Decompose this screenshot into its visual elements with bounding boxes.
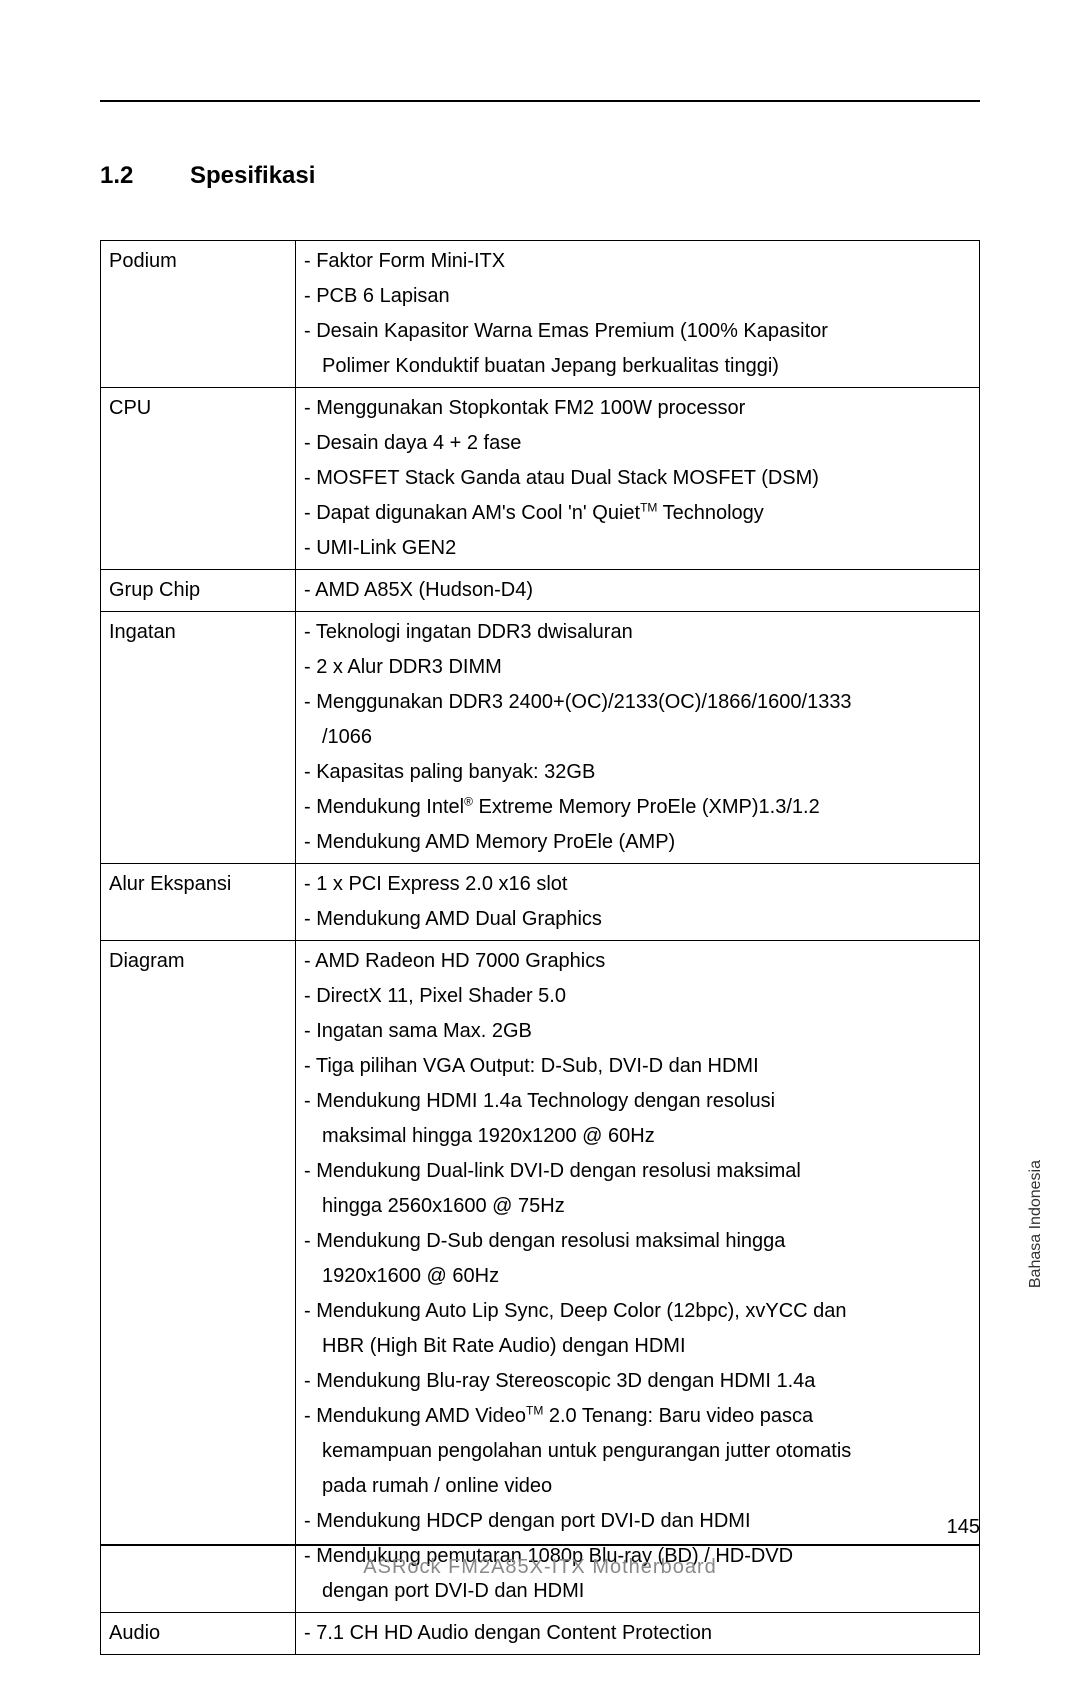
spec-line: - Dapat digunakan AM's Cool 'n' QuietTM … — [304, 496, 971, 531]
section-number: 1.2 — [100, 162, 190, 190]
spec-label: Alur Ekspansi — [101, 864, 296, 941]
spec-value: - Menggunakan Stopkontak FM2 100W proces… — [296, 388, 980, 570]
spec-line: - Ingatan sama Max. 2GB — [304, 1014, 971, 1049]
spec-line: - Mendukung AMD Dual Graphics — [304, 902, 971, 937]
spec-line: 1920x1600 @ 60Hz — [304, 1259, 971, 1294]
spec-line: - Mendukung Blu-ray Stereoscopic 3D deng… — [304, 1364, 971, 1399]
spec-line: - Tiga pilihan VGA Output: D-Sub, DVI-D … — [304, 1049, 971, 1084]
spec-line: - Menggunakan DDR3 2400+(OC)/2133(OC)/18… — [304, 685, 971, 720]
footer-product: ASRock FM2A85X-ITX Motherboard — [363, 1556, 716, 1579]
spec-line: - Mendukung D-Sub dengan resolusi maksim… — [304, 1224, 971, 1259]
spec-label: Grup Chip — [101, 570, 296, 612]
spec-line: - Mendukung Dual-link DVI-D dengan resol… — [304, 1154, 971, 1189]
spec-value: - Faktor Form Mini-ITX- PCB 6 Lapisan- D… — [296, 241, 980, 388]
spec-line: - Mendukung AMD Memory ProEle (AMP) — [304, 825, 971, 860]
spec-line: - AMD Radeon HD 7000 Graphics — [304, 944, 971, 979]
spec-line: - 1 x PCI Express 2.0 x16 slot — [304, 867, 971, 902]
spec-line: dengan port DVI-D dan HDMI — [304, 1574, 971, 1609]
spec-line: - Mendukung HDMI 1.4a Technology dengan … — [304, 1084, 971, 1119]
table-row: Grup Chip- AMD A85X (Hudson-D4) — [101, 570, 980, 612]
spec-value: - AMD A85X (Hudson-D4) — [296, 570, 980, 612]
page-number: 145 — [947, 1516, 980, 1539]
spec-line: kemampuan pengolahan untuk pengurangan j… — [304, 1434, 971, 1469]
spec-line: - DirectX 11, Pixel Shader 5.0 — [304, 979, 971, 1014]
spec-value: - Teknologi ingatan DDR3 dwisaluran- 2 x… — [296, 612, 980, 864]
spec-line: - AMD A85X (Hudson-D4) — [304, 573, 971, 608]
footer-rule — [100, 1544, 980, 1546]
table-row: Alur Ekspansi- 1 x PCI Express 2.0 x16 s… — [101, 864, 980, 941]
spec-line: - MOSFET Stack Ganda atau Dual Stack MOS… — [304, 461, 971, 496]
table-row: Diagram- AMD Radeon HD 7000 Graphics- Di… — [101, 941, 980, 1613]
spec-label: Ingatan — [101, 612, 296, 864]
spec-value: - AMD Radeon HD 7000 Graphics- DirectX 1… — [296, 941, 980, 1613]
spec-line: HBR (High Bit Rate Audio) dengan HDMI — [304, 1329, 971, 1364]
footer: ASRock FM2A85X-ITX Motherboard — [100, 1544, 980, 1579]
language-label: Bahasa Indonesia — [1027, 1160, 1045, 1288]
spec-line: - UMI-Link GEN2 — [304, 531, 971, 566]
spec-line: - 2 x Alur DDR3 DIMM — [304, 650, 971, 685]
table-row: Ingatan- Teknologi ingatan DDR3 dwisalur… — [101, 612, 980, 864]
spec-line: - Kapasitas paling banyak: 32GB — [304, 755, 971, 790]
spec-label: Diagram — [101, 941, 296, 1613]
spec-line: - PCB 6 Lapisan — [304, 279, 971, 314]
spec-table: Podium- Faktor Form Mini-ITX- PCB 6 Lapi… — [100, 240, 980, 1655]
spec-line: pada rumah / online video — [304, 1469, 971, 1504]
spec-line: - Mendukung Intel® Extreme Memory ProEle… — [304, 790, 971, 825]
spec-line: - Desain Kapasitor Warna Emas Premium (1… — [304, 314, 971, 349]
spec-line: /1066 — [304, 720, 971, 755]
spec-line: hingga 2560x1600 @ 75Hz — [304, 1189, 971, 1224]
spec-label: CPU — [101, 388, 296, 570]
section-header: 1.2 Spesifikasi — [100, 162, 980, 190]
section-title: Spesifikasi — [190, 162, 315, 190]
table-row: Podium- Faktor Form Mini-ITX- PCB 6 Lapi… — [101, 241, 980, 388]
spec-value: - 1 x PCI Express 2.0 x16 slot- Mendukun… — [296, 864, 980, 941]
spec-line: - Desain daya 4 + 2 fase — [304, 426, 971, 461]
spec-line: - Teknologi ingatan DDR3 dwisaluran — [304, 615, 971, 650]
table-row: CPU- Menggunakan Stopkontak FM2 100W pro… — [101, 388, 980, 570]
spec-line: - Mendukung HDCP dengan port DVI-D dan H… — [304, 1504, 971, 1539]
spec-line: - Faktor Form Mini-ITX — [304, 244, 971, 279]
top-rule — [100, 100, 980, 102]
spec-line: maksimal hingga 1920x1200 @ 60Hz — [304, 1119, 971, 1154]
spec-label: Podium — [101, 241, 296, 388]
spec-line: - Mendukung Auto Lip Sync, Deep Color (1… — [304, 1294, 971, 1329]
spec-line: Polimer Konduktif buatan Jepang berkuali… — [304, 349, 971, 384]
spec-line: - Mendukung AMD VideoTM 2.0 Tenang: Baru… — [304, 1399, 971, 1434]
spec-line: - 7.1 CH HD Audio dengan Content Protect… — [304, 1616, 971, 1651]
spec-line: - Menggunakan Stopkontak FM2 100W proces… — [304, 391, 971, 426]
